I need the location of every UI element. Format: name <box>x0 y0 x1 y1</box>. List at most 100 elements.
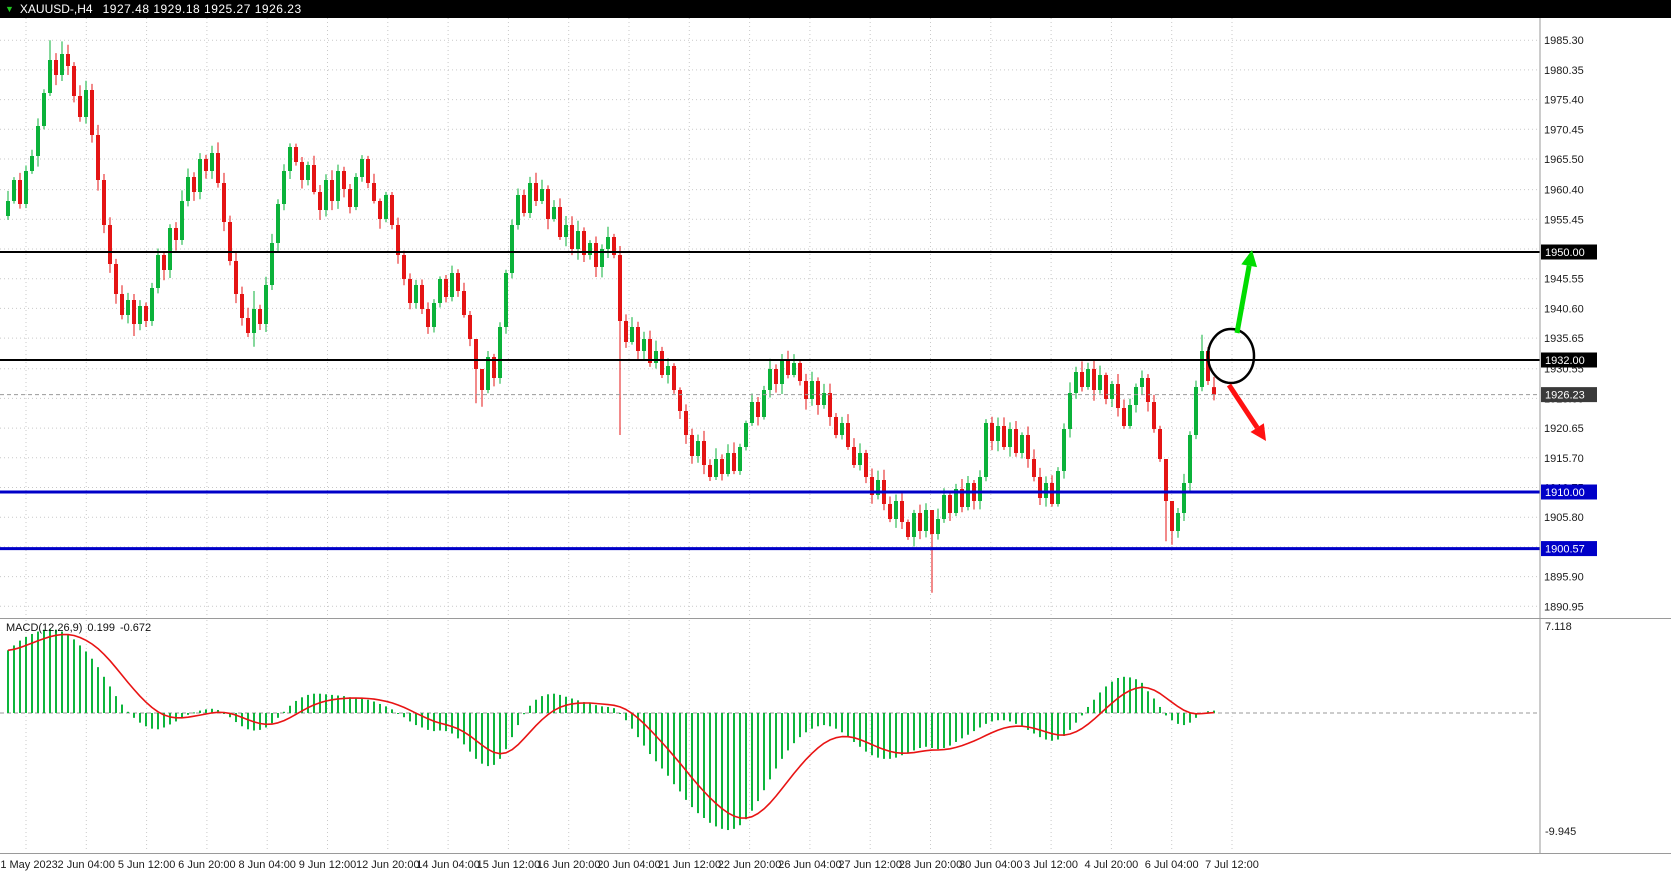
candle-body <box>960 489 964 507</box>
macd-histogram-bar <box>1153 698 1155 713</box>
candle-body <box>294 147 298 162</box>
candle-body <box>594 243 598 267</box>
candle-body <box>84 90 88 117</box>
candle-body <box>1110 384 1114 399</box>
macd-histogram-bar <box>391 709 393 713</box>
candle-body <box>954 489 958 513</box>
macd-histogram-bar <box>733 713 735 829</box>
candle-body <box>828 393 832 417</box>
candle-body <box>618 255 622 321</box>
candle-body <box>948 495 952 513</box>
macd-histogram-bar <box>1165 713 1167 716</box>
time-axis-label: 21 Jun 12:00 <box>657 859 721 871</box>
axes-layer: 1985.30 1980.35 1975.40 1970.45 1965.50 1960.… <box>0 18 1671 871</box>
macd-histogram-bar <box>1015 713 1017 724</box>
candle-body <box>774 369 778 384</box>
candle-body <box>732 453 736 471</box>
macd-histogram-bar <box>121 704 123 713</box>
macd-histogram-bar <box>13 645 15 713</box>
candle-body <box>534 183 538 201</box>
candle-body <box>468 315 472 339</box>
candle-body <box>990 423 994 441</box>
candle-body <box>450 273 454 297</box>
macd-histogram-bar <box>997 713 999 721</box>
candle-body <box>24 171 28 204</box>
candle-body <box>300 162 304 180</box>
macd-histogram-bar <box>883 713 885 759</box>
horizontal-lines-layer[interactable] <box>0 251 1540 551</box>
candle-body <box>984 423 988 477</box>
macd-histogram-bar <box>865 713 867 752</box>
time-axis-label: 5 Jun 12:00 <box>118 859 176 871</box>
macd-histogram-bar <box>541 696 543 713</box>
candle-body <box>270 243 274 285</box>
candle-body <box>588 243 592 255</box>
macd-histogram-bar <box>241 713 243 727</box>
macd-histogram-bar <box>169 713 171 725</box>
macd-histogram-bar <box>1087 706 1089 713</box>
macd-histogram-bar <box>1105 686 1107 713</box>
candle-body <box>384 195 388 219</box>
candle-body <box>900 501 904 522</box>
candle-body <box>1146 378 1150 402</box>
up-arrow-annotation[interactable] <box>1234 265 1252 334</box>
macd-histogram-bar <box>211 708 213 713</box>
time-axis-label: 26 Jun 04:00 <box>778 859 842 871</box>
macd-histogram-bar <box>475 713 477 759</box>
symbol-dropdown-icon[interactable]: ▼ <box>5 4 14 14</box>
candle-body <box>324 180 328 210</box>
up-arrow-annotation-head[interactable] <box>1241 250 1258 268</box>
candle-body <box>288 147 292 171</box>
candle-body <box>822 393 826 405</box>
candle-body <box>306 165 310 180</box>
macd-histogram-bar <box>67 634 69 713</box>
macd-histogram-bar <box>325 694 327 713</box>
macd-histogram-bar <box>1039 713 1041 738</box>
candle-body <box>798 363 802 381</box>
macd-scale-top: 7.118 <box>1545 621 1572 633</box>
macd-histogram-bar <box>1147 691 1149 713</box>
candle-body <box>102 180 106 225</box>
candle-body <box>978 477 982 501</box>
price-axis-label: 1980.35 <box>1544 65 1584 77</box>
macd-histogram-bar <box>961 713 963 739</box>
macd-histogram-bar <box>715 713 717 827</box>
macd-histogram-bar <box>151 713 153 729</box>
down-arrow-annotation-head[interactable] <box>1250 423 1266 441</box>
candle-body <box>372 183 376 201</box>
candle-body <box>420 285 424 309</box>
candle-body <box>564 225 568 237</box>
macd-panel <box>0 629 1540 831</box>
macd-histogram-bar <box>913 713 915 751</box>
macd-histogram-bar <box>349 697 351 713</box>
candle-body <box>276 204 280 243</box>
macd-histogram-bar <box>811 713 813 729</box>
trend-circle-annotation[interactable] <box>1206 327 1256 385</box>
candle-body <box>210 153 214 171</box>
macd-histogram-bar <box>739 713 741 826</box>
macd-histogram-bar <box>157 713 159 730</box>
price-badge-text: 1926.23 <box>1545 390 1585 402</box>
candle-body <box>738 447 742 471</box>
macd-histogram-bar <box>955 713 957 742</box>
macd-histogram-bar <box>523 713 525 715</box>
macd-histogram-bar <box>91 658 93 713</box>
candle-body <box>750 402 754 423</box>
macd-histogram-bar <box>637 713 639 738</box>
candle-body <box>1062 429 1066 471</box>
macd-histogram-bar <box>937 713 939 750</box>
candle-body <box>396 225 400 255</box>
macd-histogram-bar <box>277 713 279 718</box>
macd-histogram-bar <box>271 713 273 724</box>
title-bar: ▼ XAUUSD-,H4 1927.48 1929.18 1925.27 192… <box>0 0 1671 18</box>
down-arrow-annotation[interactable] <box>1226 383 1260 430</box>
macd-histogram-bar <box>481 713 483 764</box>
candle-body <box>228 222 232 261</box>
candle-body <box>360 159 364 177</box>
candle-body <box>672 366 676 390</box>
candle-body <box>252 309 256 333</box>
candle-body <box>162 255 166 270</box>
macd-histogram-bar <box>379 703 381 713</box>
annotations-layer[interactable] <box>1206 250 1266 441</box>
